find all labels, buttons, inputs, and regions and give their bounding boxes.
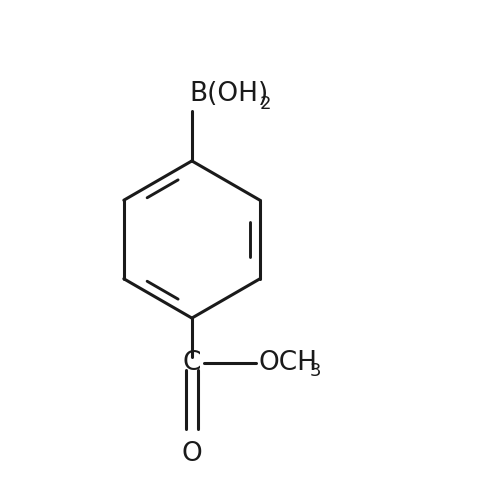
Text: 3: 3	[310, 362, 321, 380]
Text: 2: 2	[260, 95, 272, 114]
Text: C: C	[182, 350, 201, 376]
Text: OCH: OCH	[259, 350, 318, 376]
Text: B(OH): B(OH)	[190, 81, 269, 107]
Text: O: O	[182, 441, 202, 467]
